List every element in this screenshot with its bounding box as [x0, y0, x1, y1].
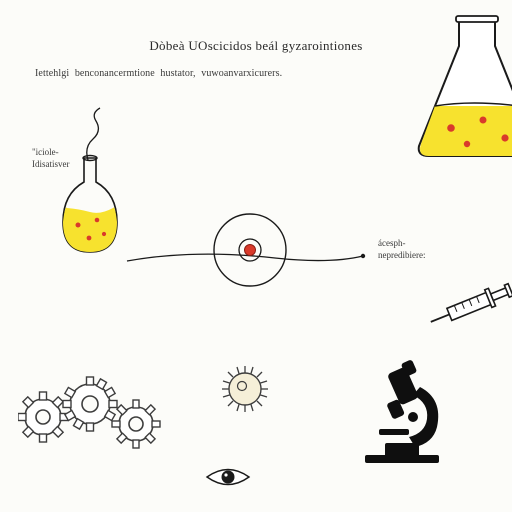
- eye-icon: [204, 465, 252, 490]
- diagram-subtitle: Iettehlgi benconancermtione hustator, vu…: [35, 68, 282, 79]
- cell-icon: [218, 362, 273, 417]
- syringe-icon: [422, 280, 512, 335]
- atom-label: ácesph- nepredibiere:: [378, 238, 425, 261]
- microscope-icon: [355, 359, 450, 464]
- diagram-canvas: Dòbeà UOscicidos beál gyzarointiones Iet…: [0, 0, 512, 512]
- atom-icon: [205, 205, 295, 295]
- flask-label: "iciole- Idisatisver: [32, 147, 70, 170]
- flask-large-icon: [407, 10, 512, 160]
- diagram-title: Dòbeà UOscicidos beál gyzarointiones: [149, 38, 362, 54]
- gears-icon: [18, 372, 163, 457]
